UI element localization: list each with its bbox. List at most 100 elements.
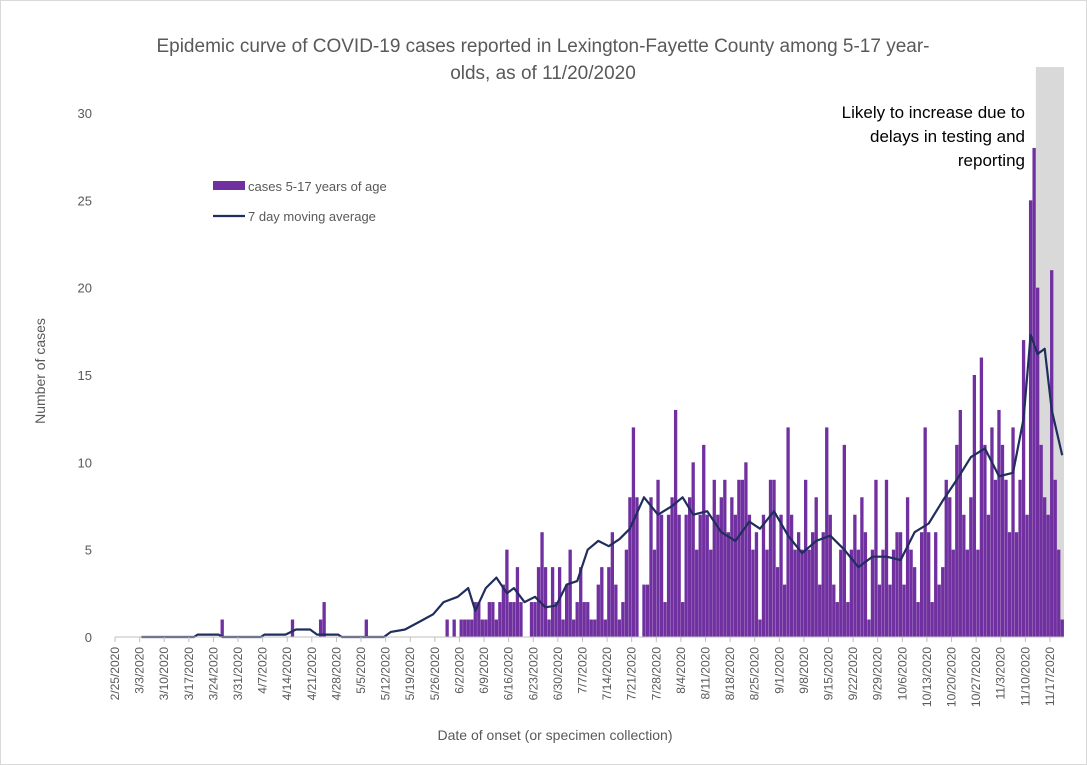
- case-bar: [804, 479, 808, 637]
- case-bar: [322, 602, 326, 637]
- case-bar: [220, 619, 224, 637]
- x-tick-label: 5/19/2020: [403, 647, 417, 701]
- bars-cases-5-17: [220, 147, 1064, 638]
- case-bar: [874, 479, 878, 637]
- annotation-line-1: Likely to increase due to: [842, 103, 1025, 122]
- y-tick-label: 5: [85, 543, 92, 558]
- case-bar: [529, 602, 534, 637]
- x-tick-label: 6/16/2020: [502, 647, 516, 701]
- case-bar: [688, 497, 692, 637]
- case-bar: [680, 602, 685, 637]
- case-bar: [652, 549, 657, 637]
- case-bar: [593, 619, 597, 637]
- case-bar: [515, 567, 520, 637]
- case-bar: [733, 514, 738, 637]
- x-tick-label: 4/21/2020: [305, 647, 319, 701]
- x-tick-label: 6/30/2020: [551, 647, 565, 701]
- x-tick-label: 3/24/2020: [206, 647, 220, 701]
- x-tick-label: 3/17/2020: [182, 647, 196, 701]
- case-bar: [533, 602, 537, 637]
- case-bar: [1046, 514, 1050, 637]
- case-bar: [723, 479, 727, 637]
- legend: cases 5-17 years of age 7 day moving ave…: [213, 179, 387, 224]
- y-tick-label: 15: [78, 368, 92, 383]
- case-bar: [860, 497, 864, 637]
- case-bar: [775, 567, 780, 637]
- case-bar: [849, 549, 854, 637]
- x-tick-label: 10/13/2020: [920, 647, 934, 707]
- case-bar: [796, 532, 801, 637]
- case-bar: [863, 532, 868, 637]
- case-bar: [1007, 532, 1012, 637]
- case-bar: [540, 532, 544, 637]
- case-bar: [663, 602, 667, 637]
- case-bar: [719, 497, 723, 637]
- case-bar: [976, 549, 980, 637]
- case-bar: [839, 549, 843, 637]
- case-bar: [607, 567, 611, 637]
- case-bar: [758, 619, 762, 637]
- annotation-line-2: delays in testing and: [870, 127, 1025, 146]
- case-bar: [512, 602, 516, 637]
- case-bar: [645, 584, 650, 637]
- case-bar: [673, 409, 678, 637]
- x-axis-label: Date of onset (or specimen collection): [438, 727, 673, 743]
- x-tick-label: 11/17/2020: [1043, 647, 1057, 706]
- case-bar: [561, 619, 565, 637]
- annotation-line-3: reporting: [958, 151, 1025, 170]
- case-bar: [519, 602, 523, 637]
- case-bar: [937, 584, 941, 637]
- case-bar: [473, 602, 477, 637]
- case-bar: [677, 514, 681, 637]
- case-bar: [979, 357, 984, 637]
- case-bar: [364, 619, 368, 637]
- case-bar: [768, 479, 773, 637]
- case-bar: [744, 462, 748, 637]
- case-bar: [666, 514, 671, 637]
- case-bar: [484, 619, 488, 637]
- case-bar: [318, 619, 323, 637]
- case-bar: [934, 532, 938, 637]
- case-bar: [642, 584, 646, 637]
- case-bar: [972, 375, 977, 637]
- case-bar: [789, 514, 794, 637]
- case-bar: [1043, 497, 1047, 637]
- case-bar: [695, 549, 699, 637]
- x-tick-label: 8/4/2020: [674, 647, 688, 694]
- case-bar: [986, 514, 991, 637]
- case-bar: [927, 532, 931, 637]
- case-bar: [614, 584, 618, 637]
- case-bar: [828, 514, 832, 637]
- case-bar: [709, 549, 713, 637]
- case-bar: [793, 549, 797, 637]
- case-bar: [990, 427, 994, 637]
- case-bar: [772, 479, 776, 637]
- x-tick-label: 10/6/2020: [895, 647, 909, 701]
- case-bar: [821, 532, 825, 637]
- legend-bar-swatch: [213, 181, 245, 190]
- case-bar: [835, 602, 839, 637]
- case-bar: [603, 619, 607, 637]
- x-tick-label: 10/20/2020: [945, 647, 959, 707]
- case-bar: [1025, 514, 1029, 637]
- x-tick-label: 4/28/2020: [329, 647, 343, 701]
- case-bar: [754, 532, 759, 637]
- legend-line-label: 7 day moving average: [248, 209, 376, 224]
- case-bar: [800, 549, 804, 637]
- case-bar: [617, 619, 622, 637]
- case-bar: [698, 514, 702, 637]
- x-tick-label: 8/11/2020: [698, 647, 712, 700]
- x-tick-label: 8/18/2020: [723, 647, 737, 701]
- y-tick-label: 25: [78, 193, 92, 208]
- case-bar: [944, 479, 948, 637]
- x-tick-label: 7/21/2020: [625, 647, 639, 701]
- y-axis-ticks: 0 5 10 15 20 25 30: [78, 106, 92, 645]
- case-bar: [958, 409, 962, 637]
- case-bar: [1035, 287, 1040, 637]
- case-bar: [624, 549, 629, 637]
- case-bar: [737, 479, 741, 637]
- case-bar: [825, 427, 829, 637]
- case-bar: [884, 479, 889, 637]
- case-bar: [1021, 340, 1026, 637]
